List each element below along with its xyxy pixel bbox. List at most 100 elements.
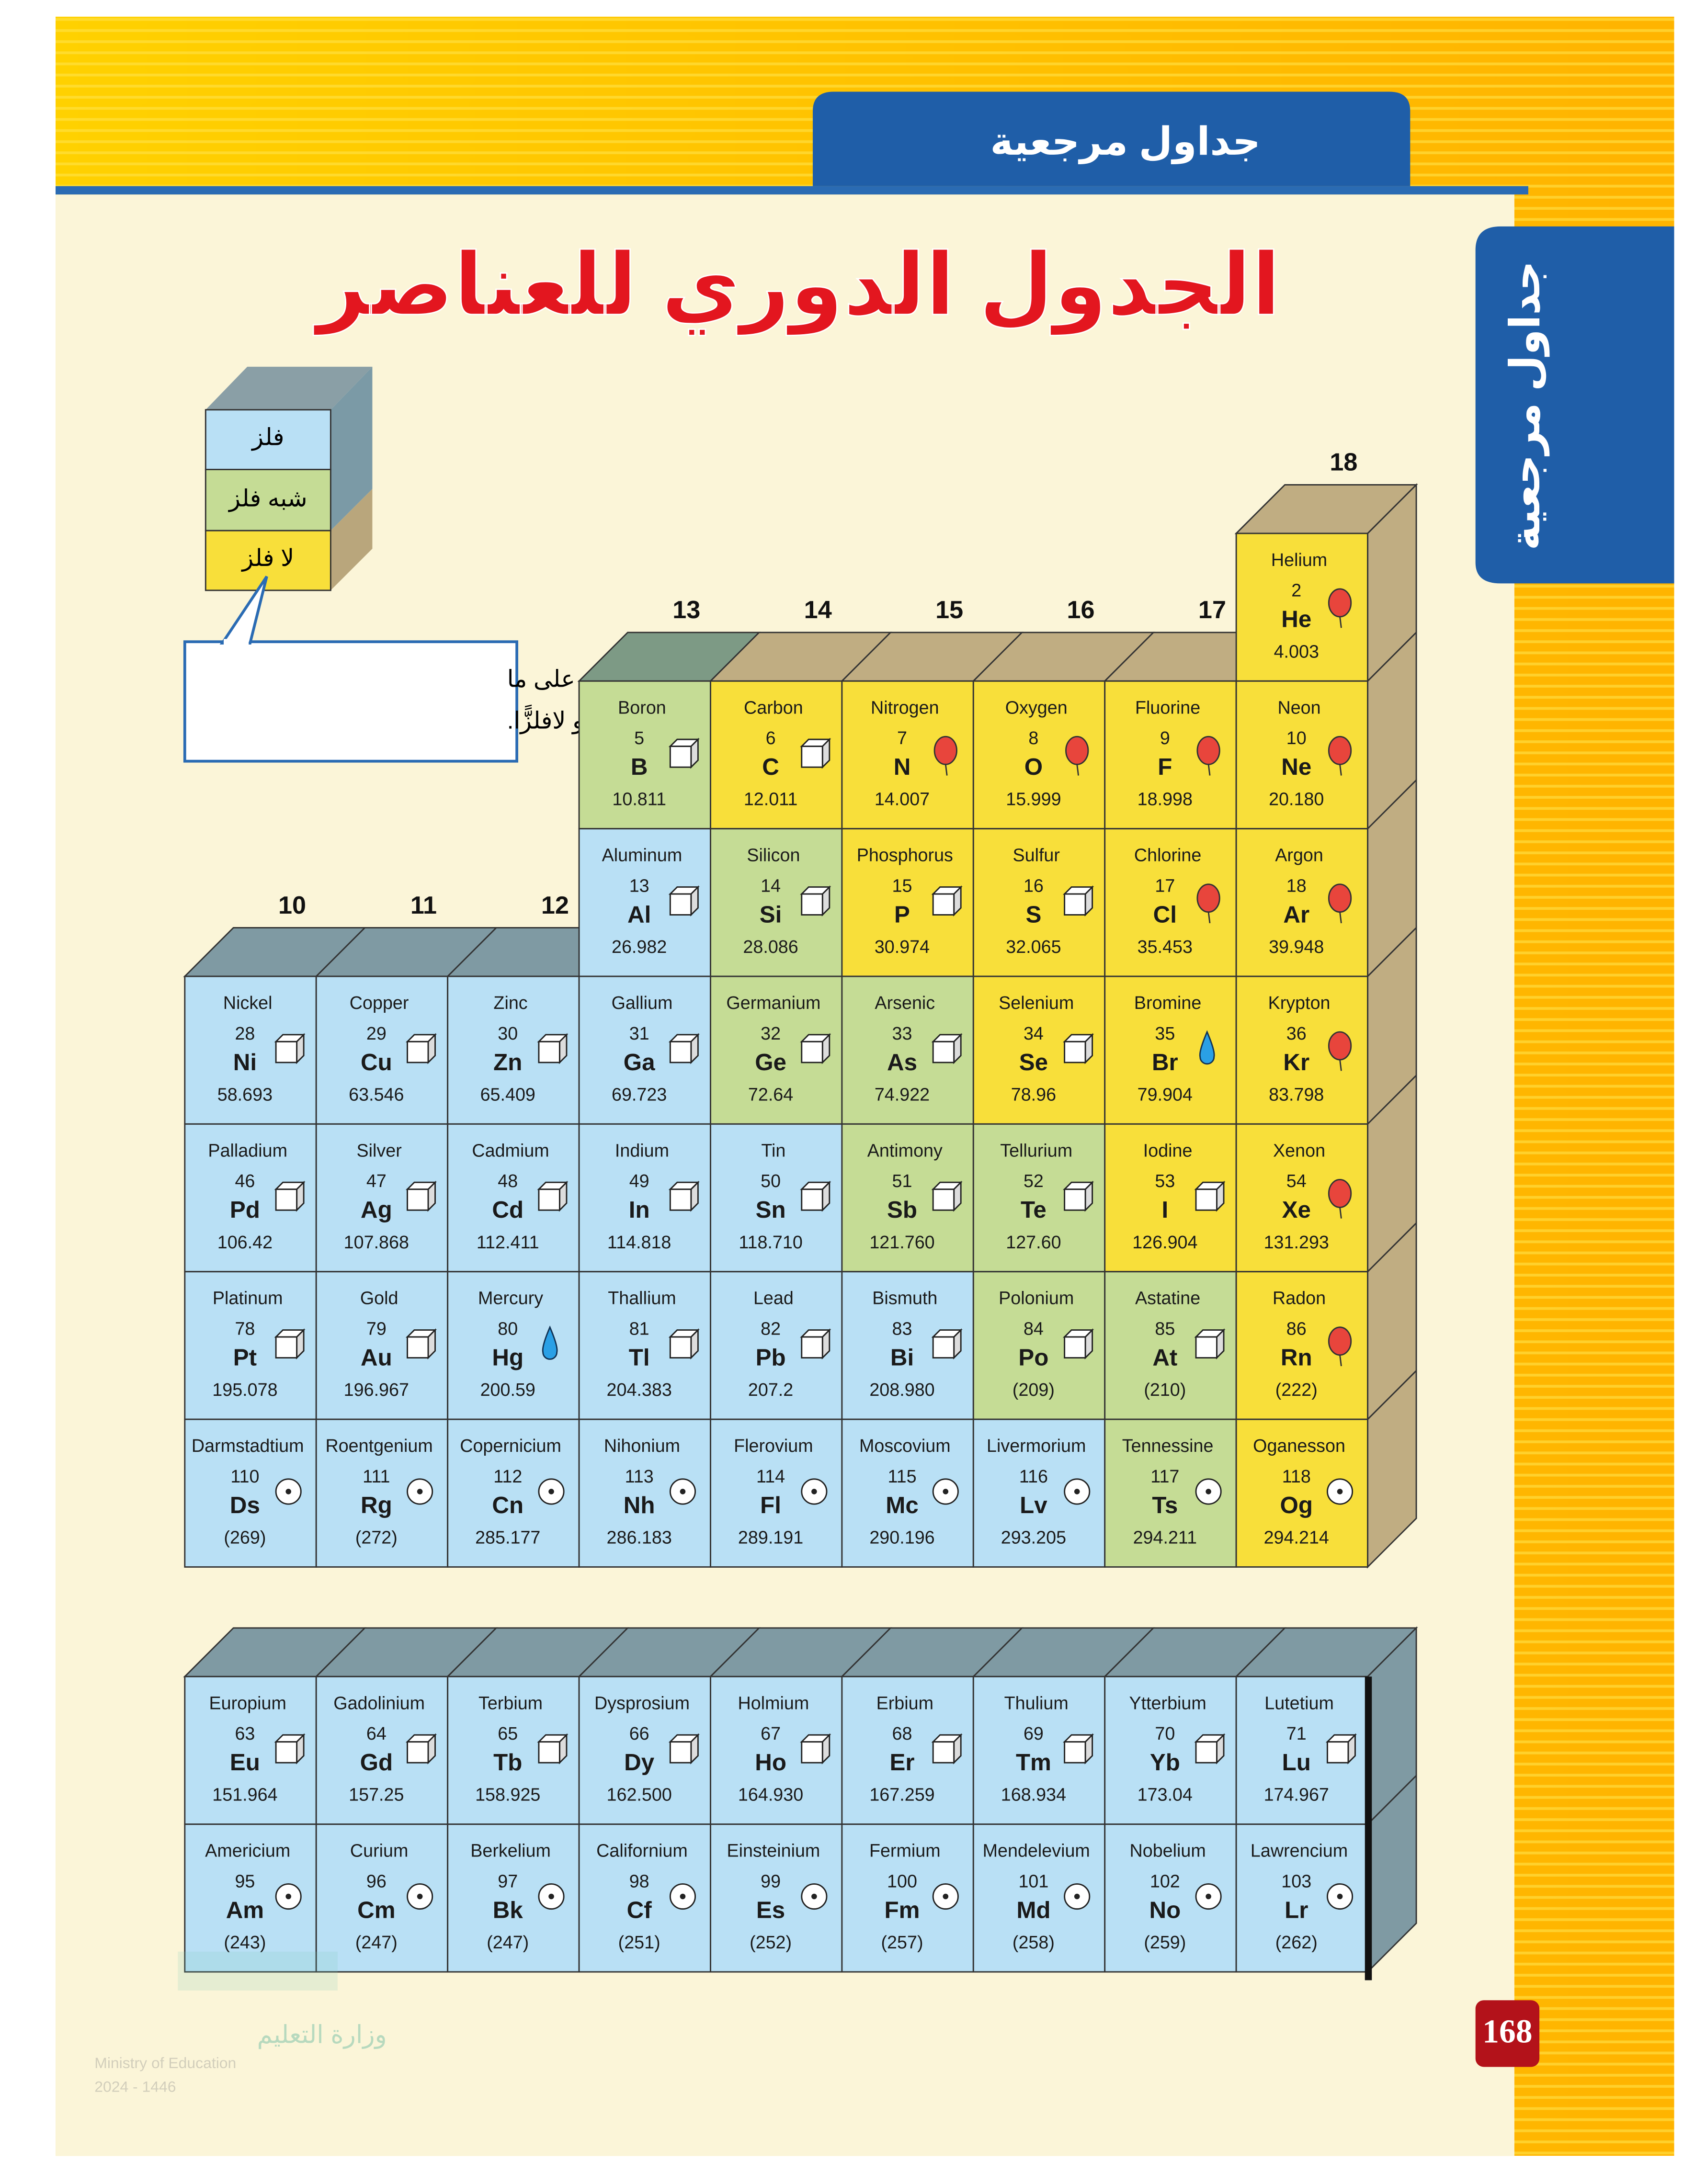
- state-icon: [1339, 1059, 1342, 1071]
- element-name: Moscovium: [859, 1436, 951, 1456]
- state-icon: [1076, 764, 1080, 776]
- state-icon: [538, 1188, 560, 1211]
- atomic-mass: (243): [224, 1932, 266, 1952]
- element-symbol: Cn: [492, 1492, 523, 1518]
- atomic-mass: 28.086: [743, 937, 798, 957]
- state-icon: [801, 1188, 823, 1211]
- state-icon: [932, 893, 955, 916]
- atomic-number: 102: [1150, 1871, 1180, 1891]
- element-symbol: Fm: [885, 1897, 920, 1923]
- element-name: Curium: [350, 1841, 409, 1861]
- note-box: [183, 640, 519, 763]
- atomic-number: 2: [1291, 580, 1301, 600]
- atomic-mass: 39.948: [1269, 937, 1324, 957]
- header-tab: [812, 91, 1411, 186]
- element-symbol: Se: [1019, 1049, 1048, 1075]
- element-name: Zinc: [493, 993, 527, 1013]
- element-symbol: Lu: [1282, 1749, 1311, 1776]
- atomic-number: 97: [498, 1871, 518, 1891]
- element-symbol: Cf: [627, 1897, 652, 1923]
- element-name: Silver: [356, 1140, 401, 1160]
- state-icon: [1074, 1489, 1080, 1494]
- legend-label: لا فلز: [240, 545, 294, 572]
- atomic-number: 47: [366, 1171, 387, 1191]
- element-symbol: Cm: [357, 1897, 395, 1923]
- state-icon: [548, 1489, 554, 1494]
- state-icon: [1328, 736, 1352, 765]
- atomic-mass: (258): [1012, 1932, 1055, 1952]
- element-symbol: Br: [1152, 1049, 1178, 1075]
- state-icon: [1074, 1893, 1080, 1900]
- side-tab-text: جداول مرجعية: [1502, 261, 1550, 551]
- atomic-mass: 69.723: [612, 1084, 667, 1104]
- state-icon: [538, 1041, 560, 1064]
- atomic-number: 103: [1281, 1871, 1311, 1891]
- legend-metalloid: [205, 469, 331, 532]
- atomic-number: 65: [498, 1723, 518, 1743]
- legend-label: شبه فلز: [228, 485, 307, 512]
- block-edge: [1365, 1676, 1372, 1980]
- element-symbol: Bk: [493, 1897, 523, 1923]
- atomic-number: 18: [1286, 875, 1307, 895]
- legend-label: فلز: [250, 424, 284, 451]
- element-symbol: Cu: [361, 1049, 392, 1075]
- atomic-mass: (252): [750, 1932, 792, 1952]
- state-icon: [275, 1336, 298, 1359]
- element-symbol: Er: [889, 1749, 914, 1776]
- atomic-number: 52: [1024, 1171, 1044, 1191]
- state-icon: [669, 1336, 692, 1359]
- state-icon: [1326, 1741, 1349, 1764]
- element-symbol: Bi: [890, 1345, 914, 1371]
- atomic-mass: 107.868: [344, 1232, 409, 1252]
- group-number: 16: [1067, 596, 1095, 624]
- element-name: Selenium: [999, 993, 1074, 1013]
- state-icon: [669, 1041, 692, 1064]
- element-symbol: Nh: [624, 1492, 655, 1518]
- atomic-number: 48: [498, 1171, 518, 1191]
- atomic-mass: 112.411: [477, 1232, 539, 1252]
- atomic-number: 79: [366, 1319, 387, 1339]
- element-name: Nobelium: [1130, 1841, 1206, 1861]
- state-icon: [407, 1741, 429, 1764]
- atomic-number: 96: [366, 1871, 387, 1891]
- element-symbol: Kr: [1283, 1049, 1309, 1075]
- element-symbol: Gd: [360, 1749, 393, 1776]
- state-icon: [1064, 1188, 1086, 1211]
- state-icon: [801, 746, 823, 768]
- state-icon: [275, 1041, 298, 1064]
- atomic-mass: 12.011: [744, 789, 798, 809]
- atomic-number: 117: [1150, 1466, 1179, 1486]
- element-symbol: Fl: [760, 1492, 781, 1518]
- side-tab: [1475, 226, 1674, 584]
- atomic-number: 68: [892, 1723, 912, 1743]
- atomic-mass: 65.409: [480, 1084, 535, 1104]
- atomic-number: 46: [235, 1171, 255, 1191]
- element-symbol: Og: [1280, 1492, 1313, 1518]
- atomic-mass: 118.710: [739, 1232, 803, 1252]
- legend-side: [330, 366, 373, 531]
- state-icon: [1199, 1030, 1215, 1065]
- atomic-mass: 18.998: [1138, 789, 1193, 809]
- atomic-mass: (247): [487, 1932, 529, 1952]
- element-symbol: Pb: [756, 1345, 786, 1371]
- state-icon: [1064, 1041, 1086, 1064]
- element-name: Thallium: [608, 1288, 676, 1308]
- element-name: Einsteinium: [727, 1841, 820, 1861]
- element-name: Astatine: [1135, 1288, 1200, 1308]
- atomic-number: 98: [629, 1871, 649, 1891]
- atomic-mass: (247): [355, 1932, 398, 1952]
- element-name: Radon: [1273, 1288, 1326, 1308]
- element-cell: [315, 1123, 449, 1273]
- element-name: Lead: [753, 1288, 794, 1308]
- ministry-en: Ministry of Education: [94, 2054, 236, 2071]
- element-symbol: Sn: [756, 1197, 786, 1223]
- atomic-number: 36: [1286, 1023, 1307, 1043]
- atomic-mass: 63.546: [349, 1084, 404, 1104]
- atomic-number: 13: [629, 875, 649, 895]
- element-name: Chlorine: [1134, 845, 1201, 865]
- state-icon: [1064, 1741, 1086, 1764]
- element-name: Cadmium: [472, 1140, 549, 1160]
- atomic-mass: 78.96: [1011, 1084, 1056, 1104]
- atomic-number: 50: [761, 1171, 781, 1191]
- atomic-number: 34: [1024, 1023, 1044, 1043]
